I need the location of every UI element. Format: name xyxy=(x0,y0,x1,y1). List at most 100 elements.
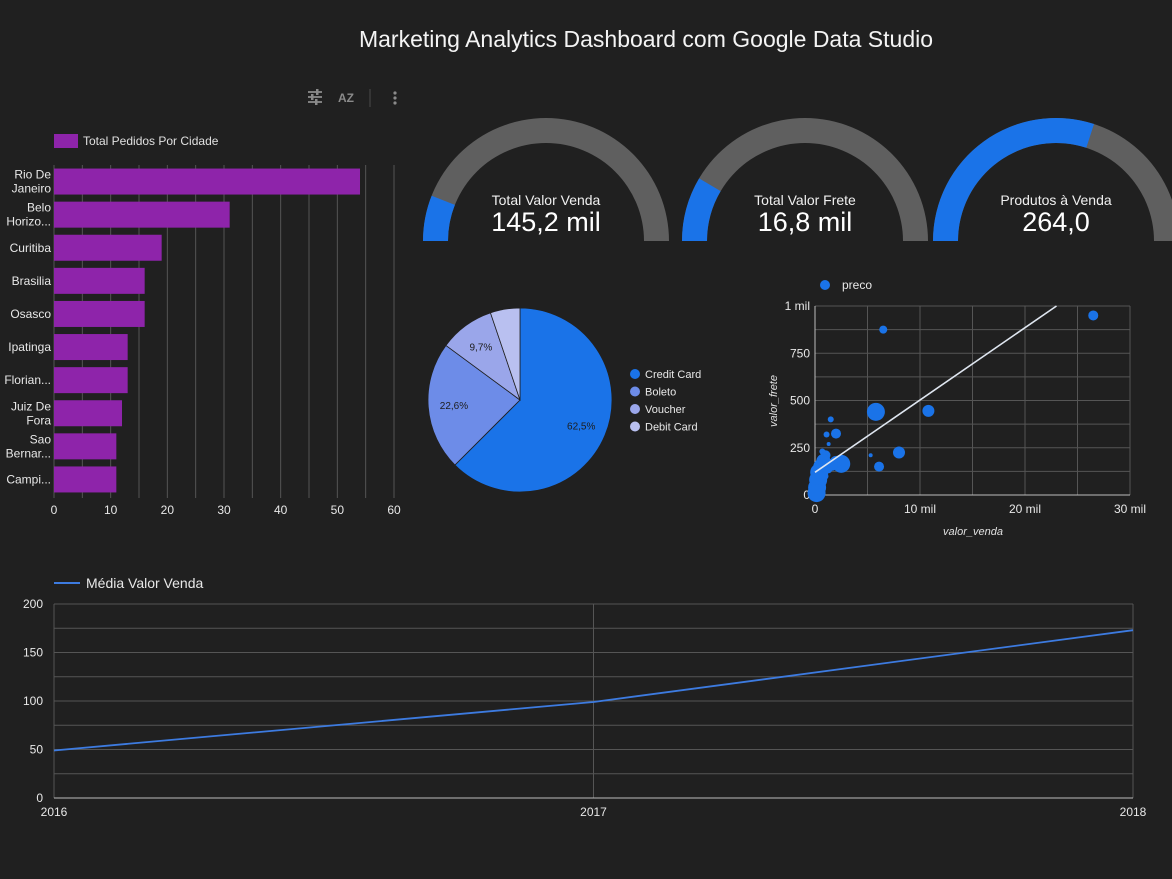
pie-legend-label: Debit Card xyxy=(645,422,698,434)
bar-category-label: Belo xyxy=(27,201,51,215)
scatter-point xyxy=(820,472,829,481)
bar xyxy=(54,267,145,294)
gauge-track xyxy=(423,118,669,241)
gauge-produtos-a-venda: Produtos à Venda 264,0 xyxy=(931,118,1172,248)
pie-legend-swatch xyxy=(630,421,640,432)
chart-toolbar: AZ xyxy=(304,88,414,110)
bar xyxy=(54,433,117,460)
gauge-arc xyxy=(933,118,1172,241)
bar-category-label: Curitiba xyxy=(10,241,52,255)
sort-az-icon[interactable]: AZ xyxy=(336,88,358,108)
legend-label: Total Pedidos Por Cidade xyxy=(83,134,219,148)
gauge-fill xyxy=(933,118,1095,241)
scatter-point xyxy=(823,431,830,438)
dashboard-title: Marketing Analytics Dashboard com Google… xyxy=(358,26,934,52)
y-tick-label: 1 mil xyxy=(785,299,810,313)
bar-category-label: Fora xyxy=(26,413,51,427)
trendline xyxy=(814,305,1057,473)
x-axis-title: valor_venda xyxy=(943,526,1003,538)
bar-category-label: Campi... xyxy=(6,472,51,486)
pie-slice-label: 62,5% xyxy=(567,421,595,432)
more-vert-icon[interactable] xyxy=(390,88,400,108)
sliders-icon[interactable] xyxy=(306,88,324,106)
x-tick-label: 50 xyxy=(331,503,345,517)
gauge-fill xyxy=(682,178,721,241)
bar-category-label: Bernar... xyxy=(6,446,51,460)
pie-slice-label: 9,7% xyxy=(469,343,492,354)
x-tick-label: 0 xyxy=(812,502,819,516)
gauge-value: 145,2 mil xyxy=(491,207,601,237)
x-tick-label: 20 mil xyxy=(1009,502,1041,516)
bar xyxy=(54,334,128,361)
gauge-total-valor-venda: Total Valor Venda 145,2 mil xyxy=(421,118,671,248)
y-tick-label: 100 xyxy=(23,694,43,708)
pie-legend-swatch xyxy=(630,404,640,414)
pie-legend-swatch xyxy=(630,369,640,379)
y-tick-label: 0 xyxy=(36,791,43,805)
bar xyxy=(54,400,122,427)
line-legend-label: Média Valor Venda xyxy=(86,575,203,591)
bar xyxy=(54,168,360,195)
x-tick-label: 10 mil xyxy=(904,502,936,516)
x-tick-label: 60 xyxy=(387,503,401,517)
scatter-point xyxy=(893,446,905,459)
x-tick-label: 0 xyxy=(51,503,58,517)
y-axis-title: valor_frete xyxy=(768,375,780,427)
scatter-point xyxy=(874,461,885,472)
bar-category-label: Rio De xyxy=(14,168,51,182)
x-tick-label: 2017 xyxy=(580,805,607,819)
y-tick-label: 50 xyxy=(30,743,44,757)
scatter-point xyxy=(1088,310,1099,321)
bar-category-label: Juiz De xyxy=(11,399,51,413)
y-tick-label: 200 xyxy=(23,597,43,611)
pie-legend-swatch xyxy=(630,386,640,397)
y-tick-label: 0 xyxy=(803,488,810,502)
scatter-point xyxy=(866,402,885,421)
scatter-point xyxy=(826,441,831,446)
x-tick-label: 2018 xyxy=(1120,805,1147,819)
bar-category-label: Sao xyxy=(30,432,52,446)
gauge-label: Total Valor Venda xyxy=(491,192,601,208)
pie-chart-payment-type: 62,5% Credit Card 22,6% Boleto 9,7% Voucher De… xyxy=(427,307,701,493)
gauge-value: 264,0 xyxy=(1022,207,1090,237)
bar xyxy=(54,367,128,394)
bar xyxy=(54,234,162,261)
bar xyxy=(54,466,117,493)
pie-slice-label: 22,6% xyxy=(440,401,468,412)
y-tick-label: 500 xyxy=(790,394,810,408)
pie-legend-label: Voucher xyxy=(645,404,686,416)
scatter-legend-label: preco xyxy=(842,278,872,292)
line-chart-media-valor-venda: 0 50 100 150 200 2016 2017 2018 Média Valor Vend… xyxy=(23,575,1147,819)
bar-category-label: Florian... xyxy=(4,373,51,387)
pie-slice xyxy=(454,307,613,493)
scatter-point xyxy=(922,404,935,417)
bar-category-label: Brasilia xyxy=(12,274,52,288)
gauge-arc xyxy=(682,118,928,241)
series-line xyxy=(53,629,1134,752)
gauge-track xyxy=(682,118,928,241)
x-tick-label: 30 xyxy=(217,503,231,517)
gauge-fill xyxy=(423,195,455,241)
scatter-point xyxy=(827,416,834,423)
gauge-label: Produtos à Venda xyxy=(1000,192,1112,208)
scatter-point xyxy=(831,428,841,439)
pie-slice xyxy=(489,307,521,401)
y-tick-label: 750 xyxy=(790,346,810,360)
bar-category-label: Osasco xyxy=(10,307,51,321)
x-tick-label: 2016 xyxy=(41,805,68,819)
bar-category-label: Janeiro xyxy=(12,182,52,196)
scatter-chart-venda-frete: 0 250 500 750 1 mil 0 10 mil 20 mil 30 mil preco v… xyxy=(768,278,1146,538)
scatter-point xyxy=(822,463,833,474)
x-tick-label: 20 xyxy=(161,503,175,517)
bar xyxy=(54,300,145,327)
x-tick-label: 10 xyxy=(104,503,118,517)
gauge-value: 16,8 mil xyxy=(757,207,853,237)
pie-legend-label: Credit Card xyxy=(645,369,701,381)
sort-az-label: AZ xyxy=(338,91,354,105)
x-tick-label: 30 mil xyxy=(1114,502,1146,516)
scatter-point xyxy=(868,453,873,458)
y-tick-label: 250 xyxy=(790,441,810,455)
divider xyxy=(369,89,371,107)
bar-category-label: Horizo... xyxy=(6,215,51,229)
